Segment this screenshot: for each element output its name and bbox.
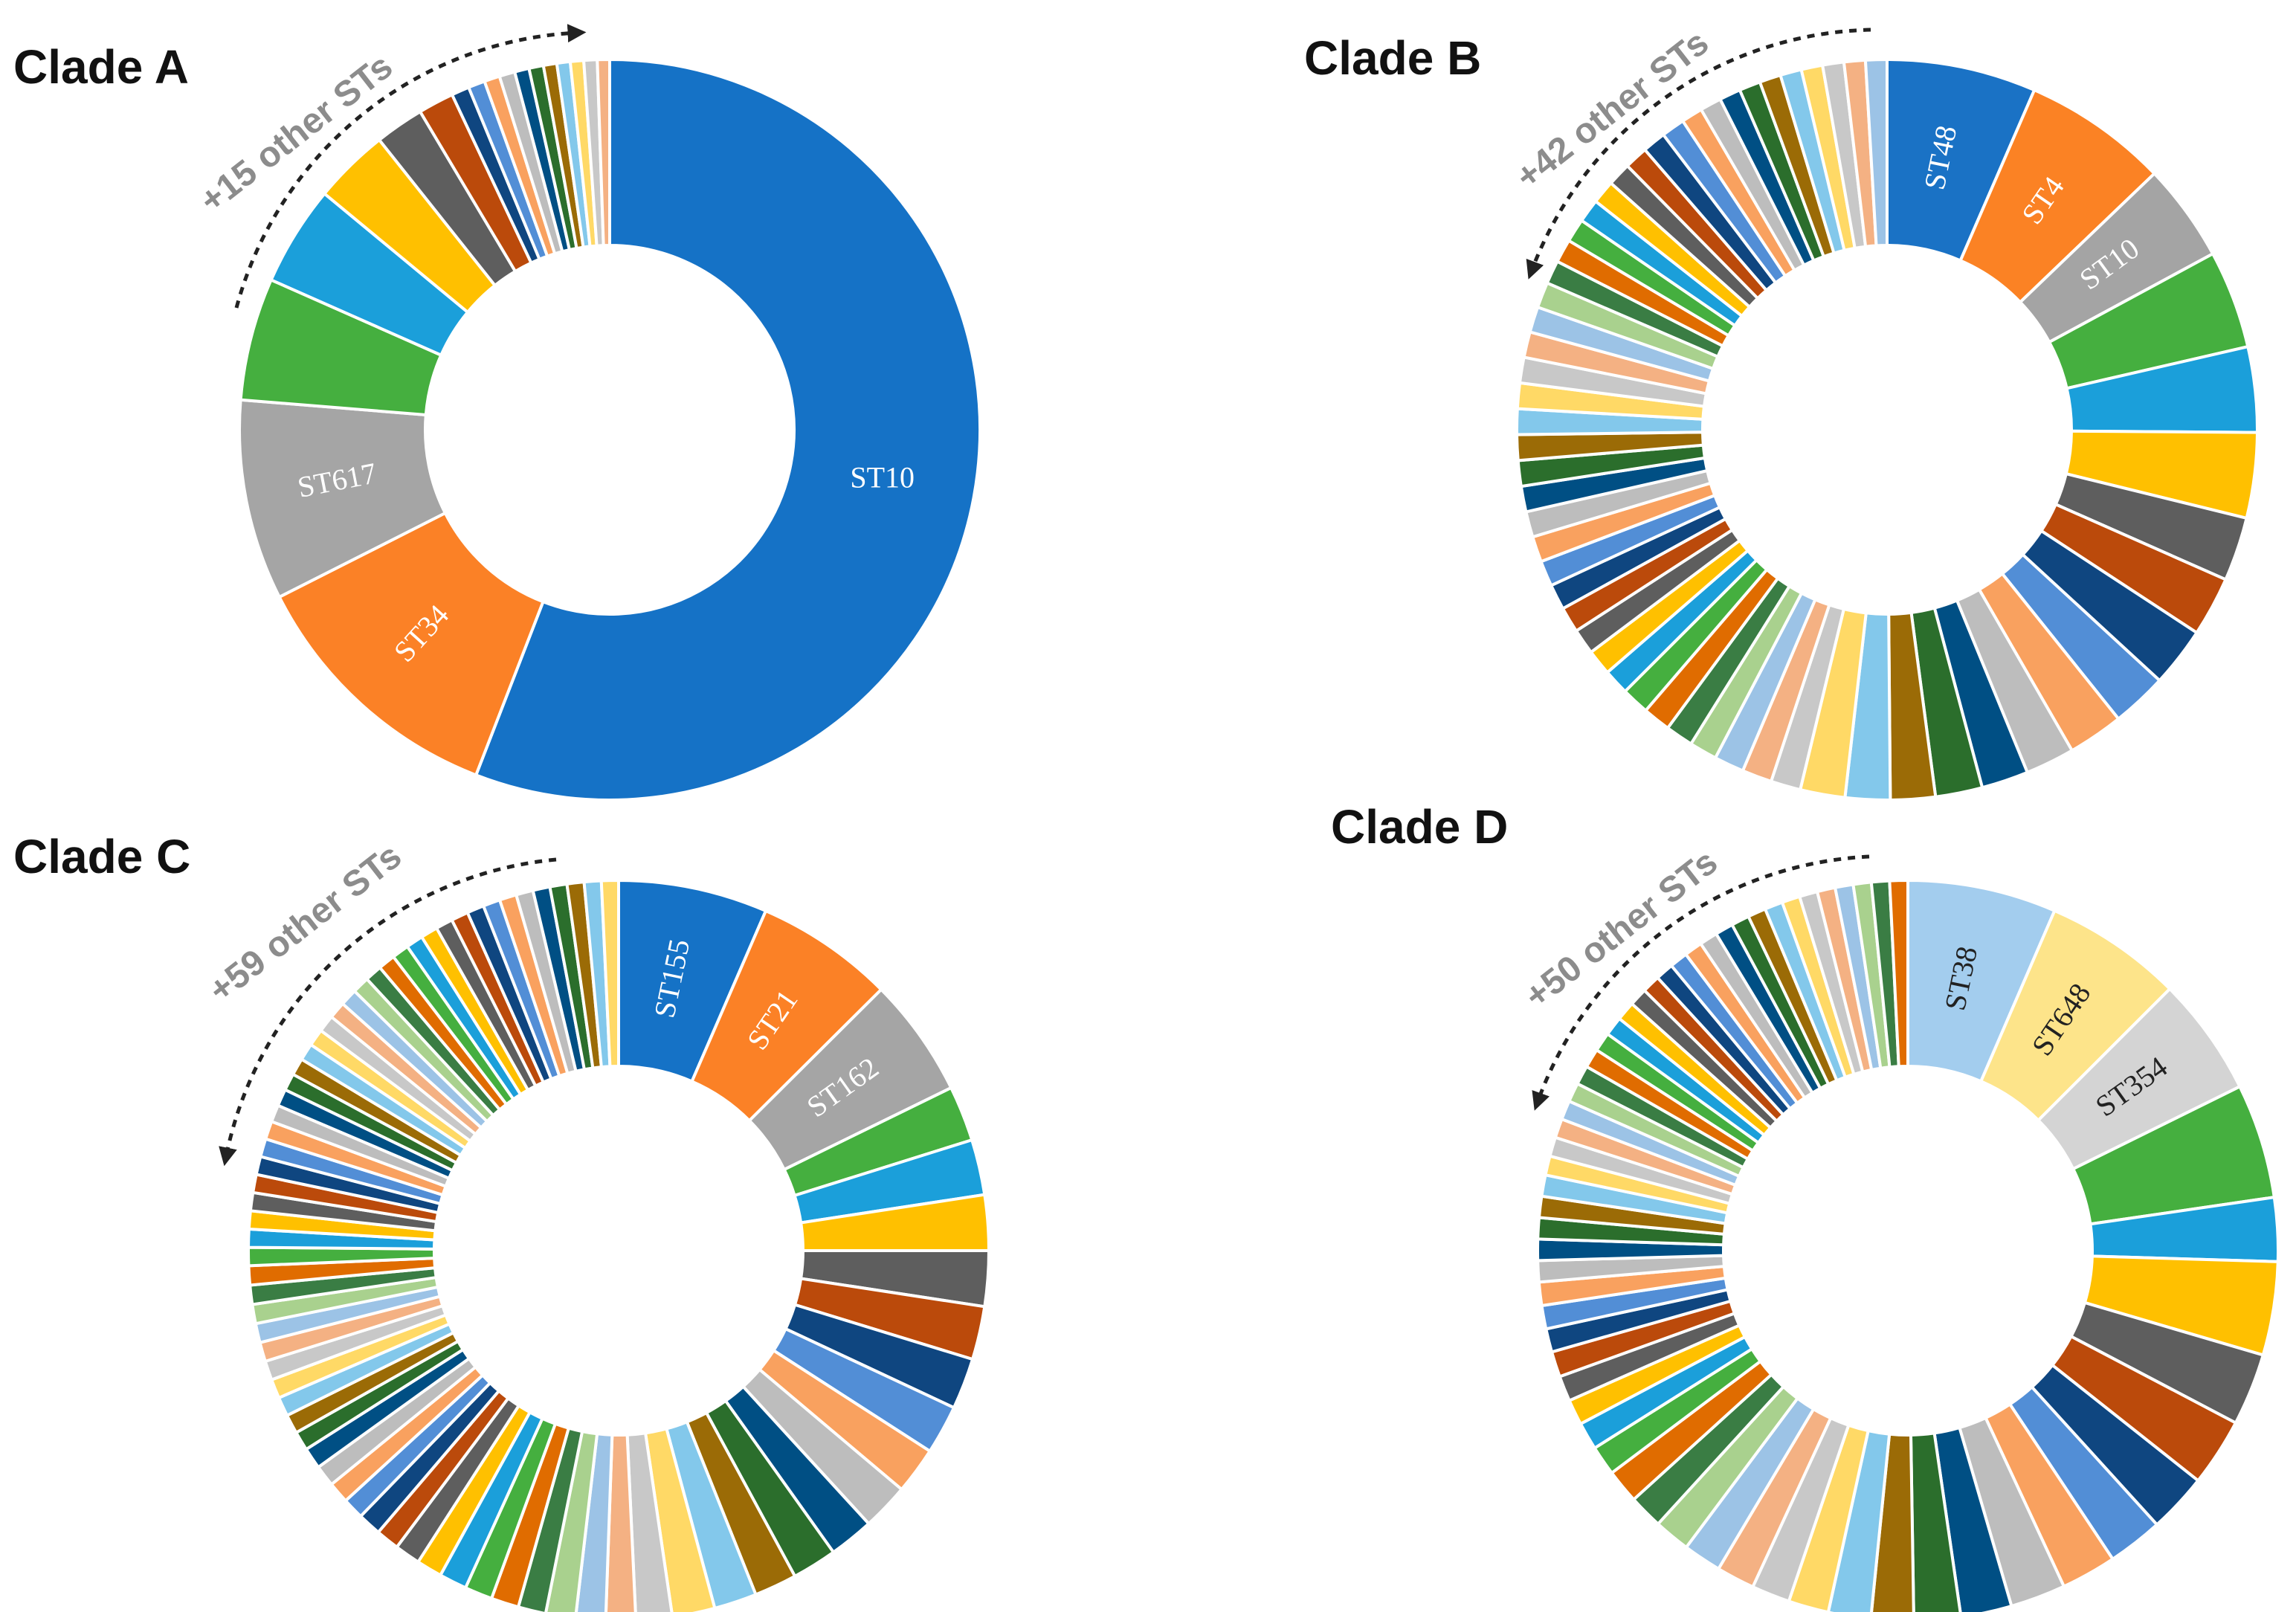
clade-d-title: Clade D <box>1331 800 1508 854</box>
clade-c-title: Clade C <box>13 830 190 883</box>
clade-c-slice-other-74 <box>599 878 620 1068</box>
clade-d-slice-other-60 <box>1888 878 1909 1068</box>
clade-b-slice-other-57 <box>1863 57 1889 248</box>
clade-a-slice-other-16 <box>596 57 611 248</box>
clade-a-title: Clade A <box>13 40 189 94</box>
clade-b-title: Clade B <box>1304 31 1481 85</box>
clade-a-slice-st10 <box>474 57 981 802</box>
clade-a-label-st10: ST10 <box>850 461 915 494</box>
clade-d-others-arrow <box>1532 854 1870 1111</box>
clade-a-slice-st34 <box>277 511 546 777</box>
clade-a-others-arrow <box>234 24 587 309</box>
